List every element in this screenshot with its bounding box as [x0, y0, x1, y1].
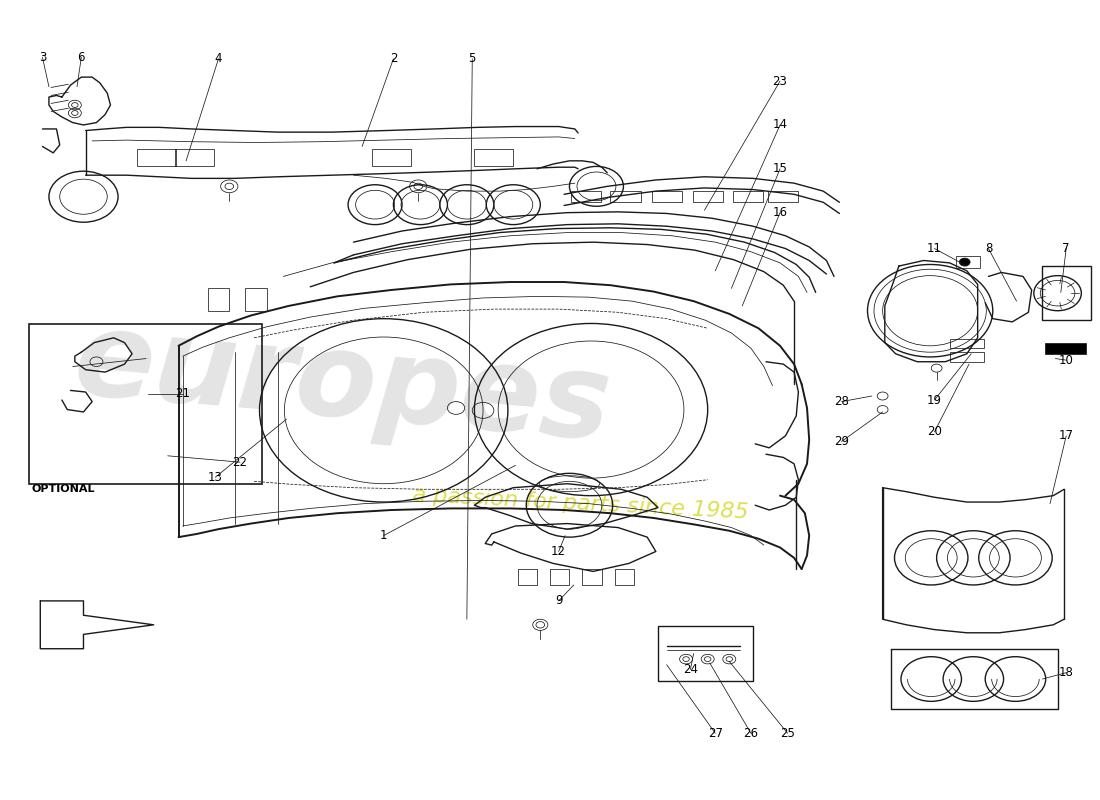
Text: 11: 11: [927, 242, 942, 255]
Bar: [571, 191, 601, 202]
Text: a passion for parts since 1985: a passion for parts since 1985: [411, 485, 749, 522]
Text: 26: 26: [744, 726, 758, 740]
Text: 4: 4: [214, 52, 222, 66]
Text: 3: 3: [39, 50, 46, 64]
Bar: [949, 338, 984, 348]
Bar: [658, 626, 754, 681]
Text: 9: 9: [554, 594, 562, 607]
Bar: [208, 288, 229, 310]
Text: 25: 25: [780, 726, 795, 740]
Text: 28: 28: [834, 395, 849, 408]
Text: 23: 23: [772, 74, 788, 88]
Bar: [518, 569, 537, 585]
Text: 10: 10: [1059, 354, 1074, 366]
Text: 24: 24: [683, 663, 697, 676]
Text: OPTIONAL: OPTIONAL: [32, 484, 95, 494]
Text: 14: 14: [772, 118, 788, 131]
Bar: [550, 569, 570, 585]
Bar: [1043, 266, 1091, 320]
Bar: [733, 191, 762, 202]
Bar: [372, 149, 410, 166]
Text: 22: 22: [232, 456, 248, 469]
Text: 20: 20: [927, 426, 942, 438]
Bar: [610, 191, 640, 202]
Text: 29: 29: [834, 435, 849, 448]
Bar: [1045, 342, 1086, 354]
Bar: [615, 569, 635, 585]
Text: 17: 17: [1058, 430, 1074, 442]
Bar: [651, 191, 682, 202]
Bar: [245, 288, 267, 310]
Circle shape: [959, 258, 970, 266]
Text: 15: 15: [772, 162, 788, 175]
Text: 27: 27: [707, 726, 723, 740]
Text: 5: 5: [469, 52, 476, 66]
Text: 1: 1: [379, 529, 387, 542]
Bar: [949, 352, 984, 362]
Text: europes: europes: [69, 303, 616, 465]
Text: 2: 2: [389, 52, 397, 66]
Bar: [474, 149, 514, 166]
Bar: [175, 149, 214, 166]
Bar: [582, 569, 602, 585]
Text: 7: 7: [1063, 242, 1070, 255]
Text: 19: 19: [927, 394, 942, 406]
Bar: [693, 191, 723, 202]
Text: 6: 6: [78, 50, 85, 64]
Text: 12: 12: [551, 545, 566, 558]
Text: 21: 21: [175, 387, 190, 400]
Text: 18: 18: [1059, 666, 1074, 679]
Bar: [138, 149, 176, 166]
Text: 13: 13: [208, 471, 222, 484]
Bar: [768, 191, 799, 202]
Text: 8: 8: [984, 242, 992, 255]
Text: 16: 16: [772, 206, 788, 219]
Bar: [956, 256, 980, 269]
